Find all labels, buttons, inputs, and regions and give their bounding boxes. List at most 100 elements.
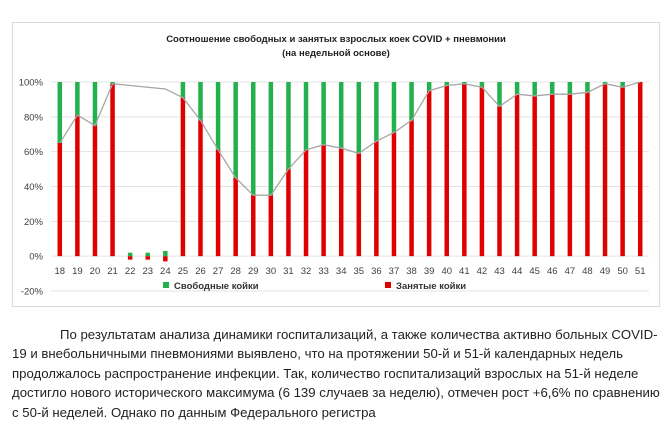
bar-occupied [233,177,238,257]
chart-title-line1: Соотношение свободных и занятых взрослых… [166,34,506,45]
x-tick-label: 43 [494,266,505,277]
bar-occupied [163,256,168,262]
bar-occupied [321,144,326,257]
x-tick-label: 26 [195,266,206,277]
x-tick-label: 28 [230,266,241,277]
bar-free [444,82,449,86]
y-tick-label: -20% [21,287,44,298]
bar-free [110,82,115,84]
bar-occupied [444,85,449,257]
bar-occupied [338,148,344,257]
bar-occupied [268,195,274,257]
chart-subtitle: (на недельной основе) [282,48,390,59]
y-tick-label: 0% [29,252,43,263]
bar-free [268,82,274,196]
y-tick-label: 100% [19,78,44,89]
bar-occupied [550,94,555,257]
bar-occupied [602,83,608,257]
bar-free [602,82,608,84]
x-tick-label: 48 [582,266,593,277]
bar-occupied [180,97,186,257]
bar-occupied [426,90,432,257]
bar-occupied [409,120,414,257]
x-tick-label: 33 [318,266,329,277]
x-tick-label: 44 [512,266,523,277]
x-tick-label: 42 [477,266,488,277]
bar-occupied [637,82,643,257]
x-tick-label: 41 [459,266,470,277]
bar-free [321,82,326,145]
bar-occupied [75,115,80,257]
x-tick-label: 37 [389,266,400,277]
bar-occupied [251,195,256,257]
bar-free [374,82,379,142]
y-tick-label: 60% [24,147,44,158]
bar-free [251,82,256,196]
x-tick-label: 39 [424,266,435,277]
bar-free [286,82,291,170]
bar-free [57,82,63,143]
x-tick-label: 46 [547,266,558,277]
y-tick-label: 40% [24,182,44,193]
x-tick-label: 20 [90,266,101,277]
legend-label-occupied: Занятые койки [396,281,467,292]
x-tick-label: 23 [142,266,153,277]
x-tick-label: 38 [406,266,417,277]
bar-free [479,82,485,88]
legend-item-occupied: Занятые койки [385,281,466,292]
bar-occupied [303,149,309,257]
x-tick-label: 22 [125,266,136,277]
x-tick-label: 19 [72,266,83,277]
bar-free [497,82,502,107]
x-tick-label: 49 [600,266,611,277]
bar-free [409,82,414,121]
bar-free [391,82,397,133]
legend-label-free: Свободные койки [174,281,259,292]
chart-title: Соотношение свободных и занятых взрослых… [13,33,659,61]
x-tick-label: 45 [529,266,540,277]
bar-occupied [462,83,467,257]
chart-plot: 100% 80% 60% 40% 20% 0% -20% 18 19 20 21 22 23 24 25 26… [19,78,649,298]
bar-occupied [374,141,379,257]
bar-free [567,82,573,95]
legend-swatch-occupied [385,282,391,288]
bar-free [233,82,238,178]
x-tick-label: 31 [283,266,294,277]
y-tick-label: 20% [24,217,44,228]
bar-occupied [514,94,520,257]
bar-free [462,82,467,84]
bar-occupied [479,87,485,257]
bar-occupied [215,149,221,257]
bar-free [620,82,625,88]
bar-occupied [198,120,203,257]
bar-free [585,82,590,93]
x-tick-label: 34 [336,266,347,277]
legend-item-free: Свободные койки [163,281,259,292]
x-tick-label: 27 [213,266,224,277]
bar-occupied [532,95,537,257]
x-tick-label: 35 [354,266,365,277]
x-tick-label: 29 [248,266,259,277]
bar-free [338,82,344,149]
bar-free [127,252,133,257]
bar-occupied [286,169,291,257]
bar-occupied [497,106,502,257]
x-tick-label: 25 [178,266,189,277]
bar-free [532,82,537,96]
x-tick-label: 30 [266,266,277,277]
bar-occupied [620,87,625,257]
chart-frame: Соотношение свободных и занятых взрослых… [12,22,660,307]
bar-occupied [57,142,63,257]
bar-occupied [110,83,115,257]
x-tick-label: 50 [617,266,628,277]
trend-line [59,81,641,196]
bar-occupied [356,153,362,257]
bar-free [514,82,520,95]
x-tick-label: 36 [371,266,382,277]
bar-free [180,82,186,98]
y-tick-label: 80% [24,112,44,123]
x-tick-label: 24 [160,266,171,277]
bar-occupied [585,92,590,257]
bar-free [145,252,150,257]
x-tick-label: 18 [55,266,66,277]
